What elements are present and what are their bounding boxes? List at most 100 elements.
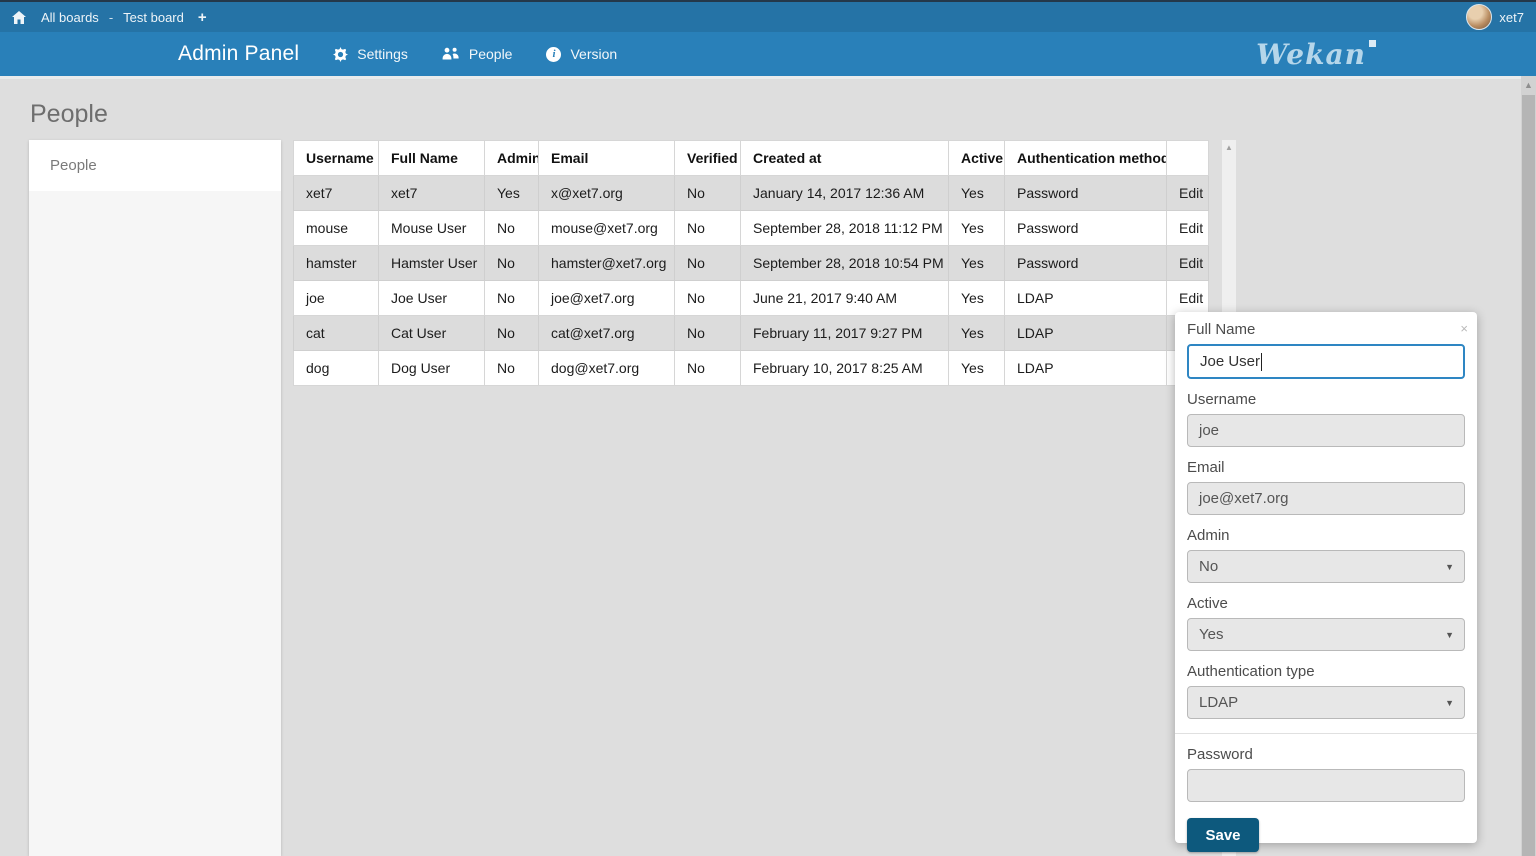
user-avatar[interactable] [1466, 4, 1493, 30]
column-header: Username [293, 140, 379, 176]
table-cell: Dog User [378, 350, 485, 386]
people-icon [442, 47, 460, 61]
table-row: joe Joe User No joe@xet7.org No June 21, 2017… [293, 280, 1209, 316]
auth-type-selected-value: LDAP [1199, 694, 1239, 711]
password-label: Password [1187, 746, 1253, 763]
wekan-logo-text: Wekan [1256, 37, 1366, 71]
text-caret [1261, 352, 1263, 371]
scroll-up-icon[interactable]: ▲ [1225, 143, 1233, 152]
table-cell: Joe User [378, 280, 485, 316]
table-cell: dog@xet7.org [538, 350, 675, 386]
table-cell: hamster@xet7.org [538, 245, 675, 281]
table-cell: LDAP [1004, 315, 1167, 351]
breadcrumb-board-name[interactable]: Test board [123, 9, 184, 25]
table-cell: xet7 [293, 175, 379, 211]
close-icon[interactable]: × [1460, 321, 1468, 336]
table-cell: Hamster User [378, 245, 485, 281]
table-cell: cat@xet7.org [538, 315, 675, 351]
table-cell: hamster [293, 245, 379, 281]
table-cell: February 10, 2017 8:25 AM [740, 350, 949, 386]
table-cell: Password [1004, 210, 1167, 246]
column-header: Admin [484, 140, 539, 176]
table-cell: No [674, 350, 741, 386]
edit-user-button[interactable]: Edit [1179, 290, 1204, 306]
edit-user-popup: × Full Name Joe User Username joe Email … [1175, 312, 1477, 852]
add-board-icon[interactable]: + [197, 8, 207, 26]
active-select[interactable]: Yes ▼ [1187, 618, 1465, 651]
table-cell: Edit [1166, 175, 1209, 211]
admin-sidebar: People [29, 140, 281, 856]
table-cell: LDAP [1004, 280, 1167, 316]
table-cell: Mouse User [378, 210, 485, 246]
scrollbar-thumb[interactable] [1522, 95, 1535, 856]
breadcrumb-all-boards[interactable]: All boards [41, 9, 99, 25]
table-cell: mouse [293, 210, 379, 246]
email-input[interactable]: joe@xet7.org [1187, 482, 1465, 515]
table-cell: Edit [1166, 245, 1209, 281]
admin-panel-title: Admin Panel [178, 42, 300, 65]
nav-people[interactable]: People [442, 46, 512, 62]
full-name-input[interactable]: Joe User [1187, 344, 1465, 379]
table-cell: September 28, 2018 11:12 PM [740, 210, 949, 246]
active-label: Active [1187, 595, 1228, 612]
table-header-row: Username Full Name Admin Email Verified Creat… [293, 140, 1209, 176]
table-cell: mouse@xet7.org [538, 210, 675, 246]
table-cell: joe [293, 280, 379, 316]
edit-user-button[interactable]: Edit [1179, 185, 1204, 201]
header-bottom-strip [0, 76, 1536, 79]
current-username[interactable]: xet7 [1499, 9, 1524, 25]
table-cell: No [674, 245, 741, 281]
admin-select[interactable]: No ▼ [1187, 550, 1465, 583]
nav-settings[interactable]: Settings [333, 46, 408, 62]
password-input[interactable] [1187, 769, 1465, 802]
home-icon[interactable] [12, 10, 26, 24]
username-input[interactable]: joe [1187, 414, 1465, 447]
table-cell: joe@xet7.org [538, 280, 675, 316]
page-title: People [30, 100, 108, 128]
table-cell: No [484, 210, 539, 246]
table-cell: No [484, 280, 539, 316]
table-cell: Yes [948, 210, 1005, 246]
edit-user-button[interactable]: Edit [1179, 255, 1204, 271]
table-cell: Password [1004, 245, 1167, 281]
table-cell: No [484, 245, 539, 281]
table-row: hamster Hamster User No hamster@xet7.org No S… [293, 245, 1209, 281]
table-cell: cat [293, 315, 379, 351]
username-label: Username [1187, 391, 1257, 408]
table-cell: Yes [948, 315, 1005, 351]
gear-icon [333, 46, 349, 62]
save-button[interactable]: Save [1187, 818, 1259, 852]
full-name-label: Full Name [1187, 321, 1256, 338]
admin-label: Admin [1187, 527, 1230, 544]
username-value: joe [1199, 422, 1220, 439]
nav-version[interactable]: i Version [546, 46, 617, 62]
table-row: cat Cat User No cat@xet7.org No February 11, … [293, 315, 1209, 351]
table-cell: Edit [1166, 210, 1209, 246]
people-table: Username Full Name Admin Email Verified Creat… [293, 140, 1209, 386]
column-header: Created at [740, 140, 949, 176]
auth-type-label: Authentication type [1187, 663, 1315, 680]
table-cell: Yes [484, 175, 539, 211]
sidebar-item-people[interactable]: People [29, 140, 281, 191]
table-cell: Cat User [378, 315, 485, 351]
edit-user-button[interactable]: Edit [1179, 220, 1204, 236]
auth-type-select[interactable]: LDAP ▼ [1187, 686, 1465, 719]
column-header: Authentication method [1004, 140, 1167, 176]
breadcrumb-separator: - [108, 9, 114, 25]
table-cell: Yes [948, 245, 1005, 281]
chevron-down-icon: ▼ [1445, 561, 1454, 572]
wekan-logo: Wekan [1256, 37, 1376, 71]
page-scrollbar[interactable]: ▲ [1521, 76, 1536, 856]
table-row: dog Dog User No dog@xet7.org No February 10, … [293, 350, 1209, 386]
column-header: Email [538, 140, 675, 176]
email-label: Email [1187, 459, 1225, 476]
full-name-value: Joe User [1200, 353, 1261, 370]
table-cell: February 11, 2017 9:27 PM [740, 315, 949, 351]
active-selected-value: Yes [1199, 626, 1224, 643]
scroll-up-icon[interactable]: ▲ [1524, 80, 1533, 90]
table-cell: No [484, 315, 539, 351]
table-cell: Yes [948, 350, 1005, 386]
column-header: Verified [674, 140, 741, 176]
nav-settings-label: Settings [357, 46, 408, 62]
table-cell: dog [293, 350, 379, 386]
